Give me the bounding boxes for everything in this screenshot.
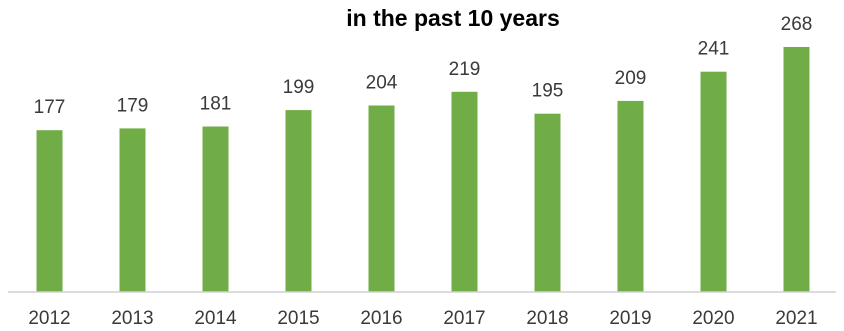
x-tick-label-2016: 2016 (360, 308, 402, 329)
data-label-2021: 268 (781, 14, 813, 35)
bar-2015 (285, 110, 312, 292)
data-label-2013: 179 (117, 95, 149, 116)
x-tick-label-2018: 2018 (526, 308, 568, 329)
data-label-2017: 219 (449, 59, 481, 80)
x-tick-label-2017: 2017 (443, 308, 485, 329)
data-label-2018: 195 (532, 81, 564, 102)
bar-2020 (700, 71, 727, 292)
x-tick-label-2014: 2014 (194, 308, 237, 329)
data-labels: 177 179 181 199 204 219 195 209 241 268 (34, 14, 813, 118)
x-tick-label-2013: 2013 (111, 308, 153, 329)
bar-2013 (119, 128, 146, 292)
data-label-2015: 199 (283, 77, 315, 98)
data-label-2020: 241 (698, 39, 730, 60)
bar-2021 (783, 47, 810, 292)
bar-2017 (451, 91, 478, 292)
x-tick-label-2012: 2012 (28, 308, 70, 329)
data-label-2016: 204 (366, 73, 398, 94)
x-tick-label-2020: 2020 (692, 308, 734, 329)
bar-2012 (36, 130, 63, 292)
bar-2018 (534, 113, 561, 292)
data-label-2019: 209 (615, 68, 647, 89)
chart-title: in the past 10 years (346, 5, 560, 31)
x-tick-labels: 2012 2013 2014 2015 2016 2017 2018 2019 2020 2021 (28, 308, 817, 329)
bar-2016 (368, 105, 395, 292)
bar-2019 (617, 100, 644, 293)
x-tick-label-2015: 2015 (277, 308, 319, 329)
bar-2014 (202, 126, 229, 292)
bars-group (36, 47, 810, 293)
data-label-2014: 181 (200, 94, 232, 115)
x-tick-label-2021: 2021 (775, 308, 817, 329)
data-label-2012: 177 (34, 97, 66, 118)
x-tick-label-2019: 2019 (609, 308, 651, 329)
